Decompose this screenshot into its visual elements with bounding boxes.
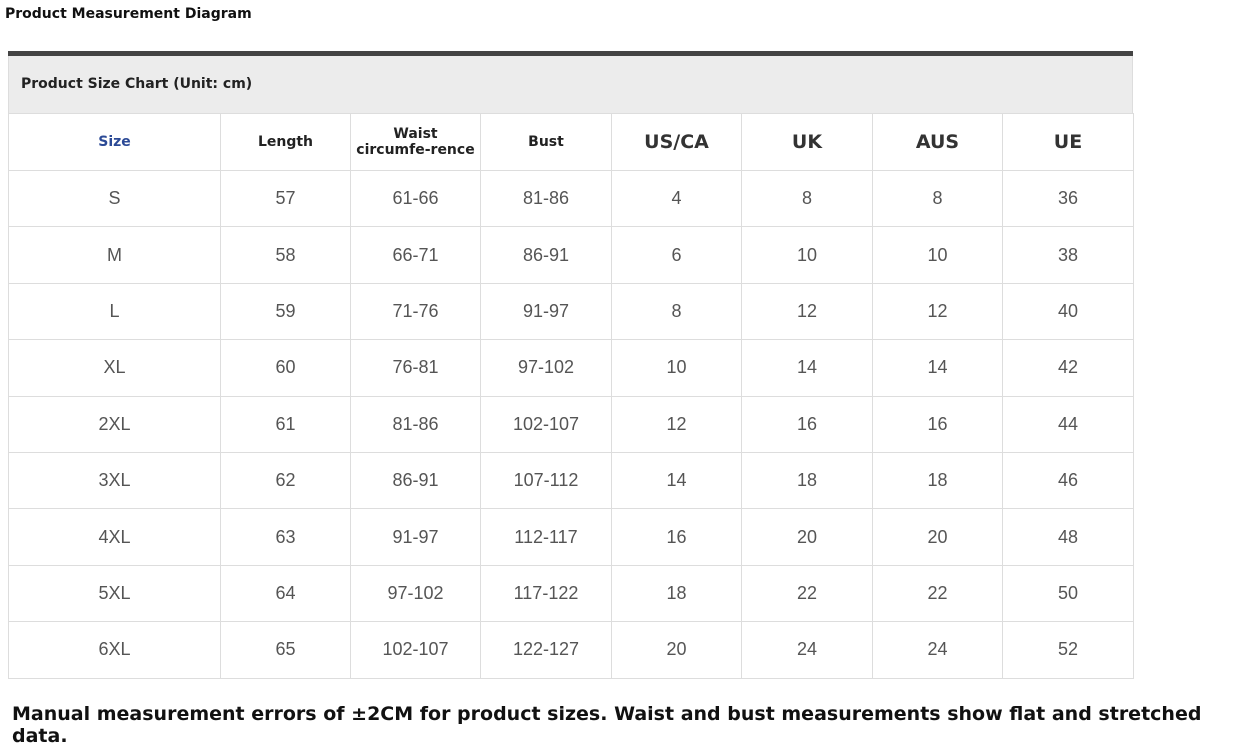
table-cell: 42 — [1002, 339, 1134, 397]
table-cell: 10 — [872, 226, 1003, 284]
table-cell: 8 — [611, 282, 742, 341]
table-cell: 122-127 — [480, 621, 612, 679]
table-cell: 18 — [611, 564, 742, 623]
table-cell: 20 — [611, 621, 742, 679]
table-cell: 117-122 — [480, 564, 612, 623]
column-header: Waist circumfe-rence — [350, 113, 481, 171]
table-cell: 3XL — [8, 451, 221, 510]
table-cell: 5XL — [8, 564, 221, 623]
table-cell: 65 — [220, 621, 351, 679]
table-cell: 10 — [611, 339, 742, 397]
table-cell: 8 — [872, 169, 1003, 228]
table-cell: 60 — [220, 339, 351, 397]
table-cell: 14 — [611, 451, 742, 510]
table-cell: 16 — [611, 508, 742, 566]
table-row: 3XL 62 86-91 107-112 14 18 18 46 — [8, 451, 1134, 510]
table-cell: 44 — [1002, 395, 1134, 453]
table-cell: 38 — [1002, 226, 1134, 284]
table-cell: 64 — [220, 564, 351, 623]
table-cell: 61 — [220, 395, 351, 453]
table-cell: 22 — [872, 564, 1003, 623]
table-caption: Product Size Chart (Unit: cm) — [21, 76, 253, 92]
table-row: M 58 66-71 86-91 6 10 10 38 — [8, 226, 1134, 284]
column-header: AUS — [872, 113, 1003, 171]
table-cell: 22 — [741, 564, 873, 623]
table-cell: L — [8, 282, 221, 341]
table-cell: 10 — [741, 226, 873, 284]
table-cell: 63 — [220, 508, 351, 566]
table-cell: 46 — [1002, 451, 1134, 510]
table-cell: 48 — [1002, 508, 1134, 566]
column-header: Length — [220, 113, 351, 171]
table-cell: 2XL — [8, 395, 221, 453]
table-cell: 62 — [220, 451, 351, 510]
table-cell: 4XL — [8, 508, 221, 566]
table-cell: 61-66 — [350, 169, 481, 228]
column-header: Bust — [480, 113, 612, 171]
table-cell: 71-76 — [350, 282, 481, 341]
table-cell: 14 — [872, 339, 1003, 397]
table-row: S 57 61-66 81-86 4 8 8 36 — [8, 169, 1134, 228]
table-cell: 20 — [741, 508, 873, 566]
table-row: XL 60 76-81 97-102 10 14 14 42 — [8, 339, 1134, 397]
table-cell: 8 — [741, 169, 873, 228]
table-cell: 40 — [1002, 282, 1134, 341]
table-cell: 66-71 — [350, 226, 481, 284]
table-cell: 76-81 — [350, 339, 481, 397]
table-cell: 81-86 — [350, 395, 481, 453]
table-row: 4XL 63 91-97 112-117 16 20 20 48 — [8, 508, 1134, 566]
footer-note: Manual measurement errors of ±2CM for pr… — [12, 703, 1202, 747]
column-header: UK — [741, 113, 873, 171]
header-row: Size Length Waist circumfe-rence Bust US/CA U… — [8, 113, 1134, 171]
table-cell: 18 — [872, 451, 1003, 510]
table-cell: S — [8, 169, 221, 228]
column-header: US/CA — [611, 113, 742, 171]
table-cell: 50 — [1002, 564, 1134, 623]
table-cell: 12 — [872, 282, 1003, 341]
table-cell: 86-91 — [480, 226, 612, 284]
table-cell: 4 — [611, 169, 742, 228]
table-cell: 36 — [1002, 169, 1134, 228]
table-cell: 59 — [220, 282, 351, 341]
table-row: L 59 71-76 91-97 8 12 12 40 — [8, 282, 1134, 341]
column-header: UE — [1002, 113, 1134, 171]
table-cell: 107-112 — [480, 451, 612, 510]
table-cell: 86-91 — [350, 451, 481, 510]
table-cell: M — [8, 226, 221, 284]
table-cell: 24 — [872, 621, 1003, 679]
table-row: 2XL 61 81-86 102-107 12 16 16 44 — [8, 395, 1134, 453]
table-row: 5XL 64 97-102 117-122 18 22 22 50 — [8, 564, 1134, 623]
table-cell: 57 — [220, 169, 351, 228]
table-cell: 12 — [741, 282, 873, 341]
table-cell: 12 — [611, 395, 742, 453]
table-cell: 16 — [872, 395, 1003, 453]
table-cell: 91-97 — [350, 508, 481, 566]
table-cell: 91-97 — [480, 282, 612, 341]
page-title: Product Measurement Diagram — [5, 6, 252, 22]
table-cell: 58 — [220, 226, 351, 284]
table-row: 6XL 65 102-107 122-127 20 24 24 52 — [8, 621, 1134, 679]
table-cell: 6 — [611, 226, 742, 284]
table-cell: 97-102 — [350, 564, 481, 623]
table-cell: XL — [8, 339, 221, 397]
table-cell: 112-117 — [480, 508, 612, 566]
table-cell: 52 — [1002, 621, 1134, 679]
table-cell: 81-86 — [480, 169, 612, 228]
table-cell: 6XL — [8, 621, 221, 679]
caption-band: Product Size Chart (Unit: cm) — [8, 56, 1133, 113]
table-cell: 18 — [741, 451, 873, 510]
table-cell: 20 — [872, 508, 1003, 566]
table-cell: 24 — [741, 621, 873, 679]
table-cell: 14 — [741, 339, 873, 397]
column-header: Size — [8, 113, 221, 171]
divider-bar — [8, 51, 1133, 56]
table-cell: 97-102 — [480, 339, 612, 397]
size-table: Size Length Waist circumfe-rence Bust US/CA U… — [8, 113, 1134, 679]
table-cell: 16 — [741, 395, 873, 453]
table-cell: 102-107 — [350, 621, 481, 679]
table-cell: 102-107 — [480, 395, 612, 453]
